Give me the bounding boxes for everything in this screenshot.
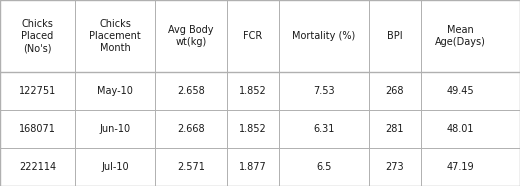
Text: 6.31: 6.31 bbox=[314, 124, 335, 134]
Text: BPI: BPI bbox=[387, 31, 403, 41]
Text: 7.53: 7.53 bbox=[313, 86, 335, 96]
Text: Avg Body
wt(kg): Avg Body wt(kg) bbox=[168, 25, 214, 47]
Text: 2.668: 2.668 bbox=[177, 124, 205, 134]
Text: Mean
Age(Days): Mean Age(Days) bbox=[435, 25, 486, 47]
Text: 168071: 168071 bbox=[19, 124, 56, 134]
Text: 47.19: 47.19 bbox=[446, 162, 474, 172]
Text: 2.571: 2.571 bbox=[177, 162, 205, 172]
Text: Chicks
Placement
Month: Chicks Placement Month bbox=[89, 19, 141, 53]
Text: 122751: 122751 bbox=[19, 86, 56, 96]
Text: 1.852: 1.852 bbox=[239, 86, 267, 96]
Text: 281: 281 bbox=[386, 124, 404, 134]
Text: 2.658: 2.658 bbox=[177, 86, 205, 96]
Text: 268: 268 bbox=[386, 86, 404, 96]
Text: Chicks
Placed
(No's): Chicks Placed (No's) bbox=[21, 19, 54, 53]
Text: Jun-10: Jun-10 bbox=[99, 124, 131, 134]
Text: 222114: 222114 bbox=[19, 162, 56, 172]
Text: 1.852: 1.852 bbox=[239, 124, 267, 134]
Text: FCR: FCR bbox=[243, 31, 263, 41]
Text: Mortality (%): Mortality (%) bbox=[292, 31, 356, 41]
Text: 1.877: 1.877 bbox=[239, 162, 267, 172]
Text: 6.5: 6.5 bbox=[316, 162, 332, 172]
Text: May-10: May-10 bbox=[97, 86, 133, 96]
Text: 49.45: 49.45 bbox=[446, 86, 474, 96]
Text: 48.01: 48.01 bbox=[446, 124, 474, 134]
Text: Jul-10: Jul-10 bbox=[101, 162, 129, 172]
Text: 273: 273 bbox=[386, 162, 405, 172]
